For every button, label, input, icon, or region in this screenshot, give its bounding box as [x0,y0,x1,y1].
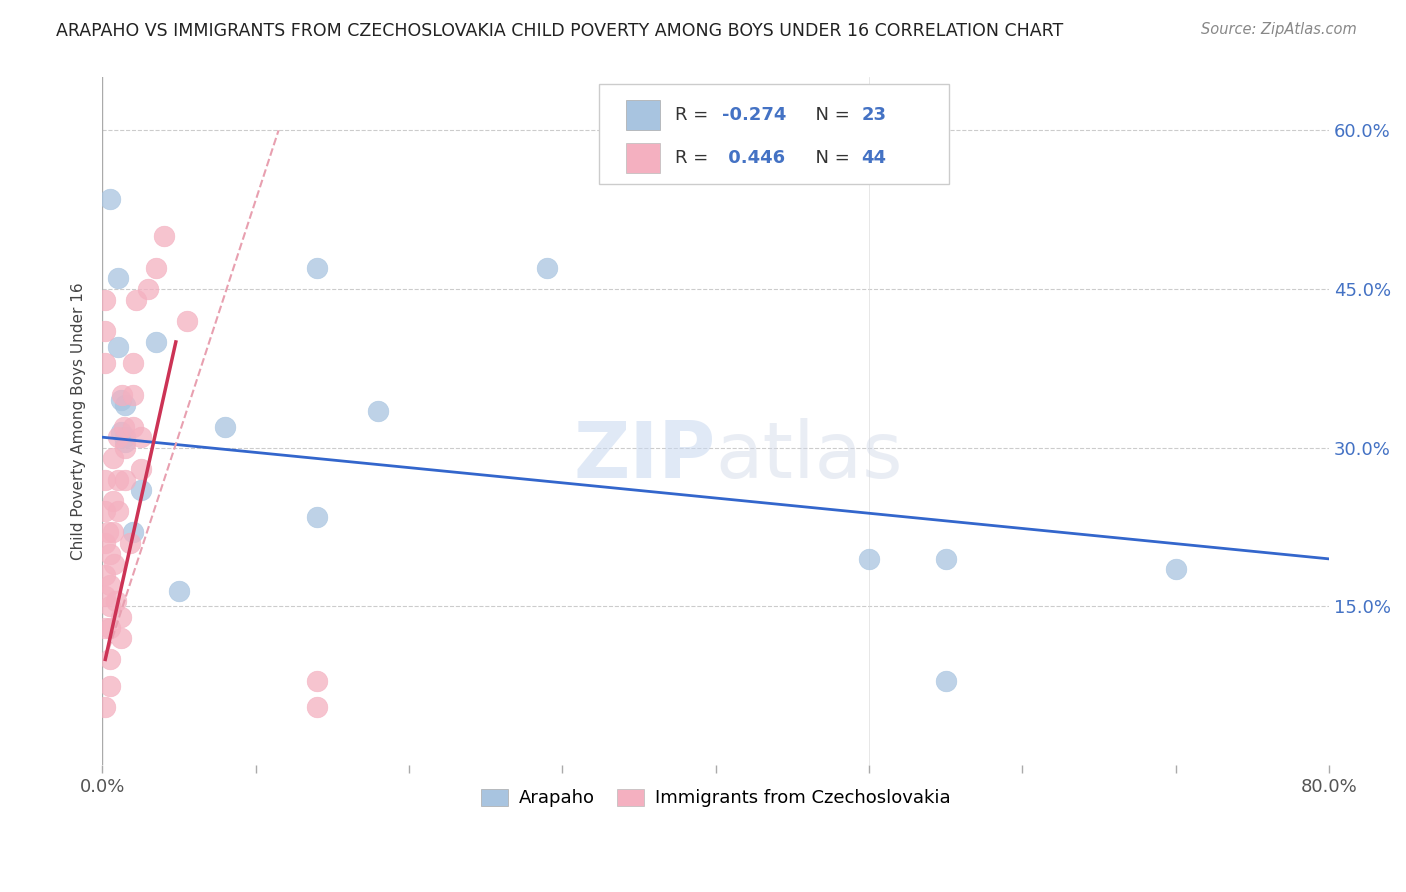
Point [367,403,389,417]
Point [94,504,117,518]
Point [98,652,121,666]
Point [167,583,190,598]
Text: N =: N = [804,149,855,168]
Point [110,610,132,624]
Point [94,536,117,550]
Text: N =: N = [804,106,855,124]
Point [98,679,121,693]
Point [129,430,152,444]
Point [935,552,957,566]
Point [107,430,129,444]
Point [111,388,134,402]
Legend: Arapaho, Immigrants from Czechoslovakia: Arapaho, Immigrants from Czechoslovakia [474,781,957,814]
Point [107,473,129,487]
Point [136,282,159,296]
Point [145,334,167,349]
Text: 23: 23 [862,106,887,124]
Point [107,504,129,518]
Text: ARAPAHO VS IMMIGRANTS FROM CZECHOSLOVAKIA CHILD POVERTY AMONG BOYS UNDER 16 CORR: ARAPAHO VS IMMIGRANTS FROM CZECHOSLOVAKI… [56,22,1063,40]
Point [305,509,328,524]
Point [145,260,167,275]
Point [94,589,117,603]
Point [98,621,121,635]
Point [114,473,136,487]
Point [98,599,121,614]
Point [129,483,152,497]
Point [94,621,117,635]
Point [101,493,124,508]
Text: R =: R = [675,106,714,124]
Point [122,356,145,370]
Point [105,594,128,608]
Point [114,399,136,413]
Point [305,260,328,275]
Point [125,293,148,307]
Bar [626,144,661,173]
Point [103,557,125,571]
Point [94,293,117,307]
Text: atlas: atlas [716,417,903,493]
Point [94,567,117,582]
Point [98,192,121,206]
Point [122,525,145,540]
Point [110,425,132,439]
Point [114,441,136,455]
Text: R =: R = [675,149,714,168]
Text: ZIP: ZIP [574,417,716,493]
Point [122,419,145,434]
Point [98,547,121,561]
Point [129,462,152,476]
Point [107,340,129,354]
Point [1164,562,1187,576]
Point [112,419,135,434]
Point [536,260,558,275]
Bar [626,100,661,130]
Point [94,356,117,370]
Point [152,229,174,244]
Point [176,314,198,328]
Point [107,271,129,285]
Point [94,325,117,339]
FancyBboxPatch shape [599,85,949,184]
Point [935,673,957,688]
Point [101,525,124,540]
Text: 0.446: 0.446 [721,149,785,168]
Text: -0.274: -0.274 [721,106,786,124]
Point [101,451,124,466]
Point [114,430,136,444]
Point [305,700,328,714]
Text: Source: ZipAtlas.com: Source: ZipAtlas.com [1201,22,1357,37]
Text: 44: 44 [862,149,887,168]
Point [98,578,121,592]
Point [94,473,117,487]
Point [94,700,117,714]
Point [110,393,132,408]
Point [305,673,328,688]
Point [118,536,141,550]
Point [214,419,236,434]
Point [114,435,136,450]
Point [97,525,120,540]
Point [858,552,880,566]
Point [110,632,132,646]
Y-axis label: Child Poverty Among Boys Under 16: Child Poverty Among Boys Under 16 [72,283,86,560]
Point [122,388,145,402]
